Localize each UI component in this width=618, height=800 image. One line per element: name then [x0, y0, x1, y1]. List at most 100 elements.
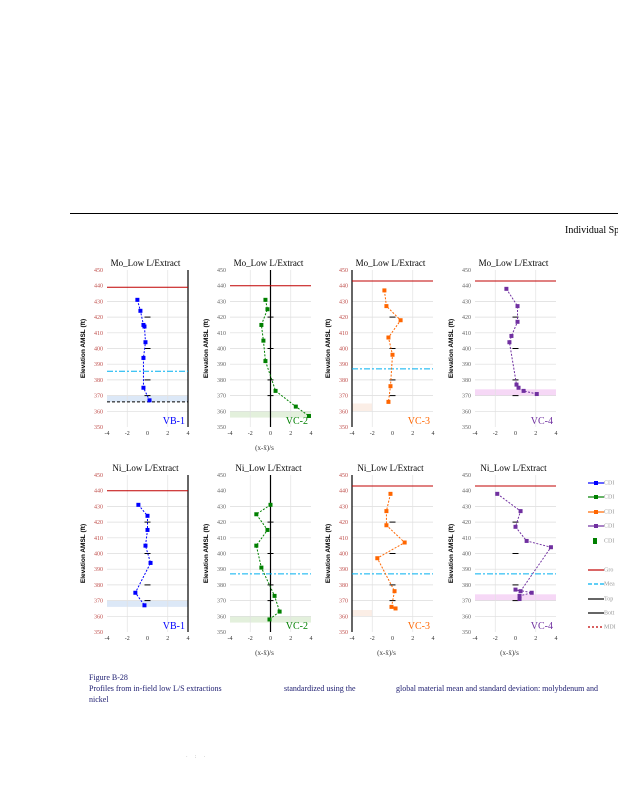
x-tick-label: 0: [514, 636, 517, 642]
y-tick-label: 420: [217, 520, 226, 526]
y-tick-label: 410: [94, 536, 103, 542]
y-tick-label: 430: [217, 504, 226, 510]
data-point: [521, 388, 526, 393]
y-tick-label: 400: [462, 552, 471, 558]
y-tick-label: 440: [339, 489, 348, 495]
y-tick-label: 430: [217, 299, 226, 305]
y-tick-label: 440: [462, 489, 471, 495]
chart-panel: 350 360 370 380 390 400 410 420 430 440 450 -4 -2 0 2 4…: [325, 463, 435, 657]
data-point: [254, 512, 259, 517]
y-tick-label: 450: [94, 473, 103, 479]
y-tick-label: 430: [339, 299, 348, 305]
y-axis-label: Elevation AMSL (ft): [203, 524, 210, 583]
legend-marker: [594, 481, 598, 485]
data-point: [259, 322, 264, 327]
data-point: [548, 545, 553, 550]
y-tick-label: 370: [462, 394, 471, 400]
legend-label: CDI: [604, 480, 615, 487]
y-tick-label: 430: [339, 504, 348, 510]
legend-label: Gro: [604, 567, 614, 574]
y-tick-label: 410: [217, 536, 226, 542]
y-axis-label: Elevation AMSL (ft): [203, 319, 210, 378]
data-point: [142, 324, 147, 329]
legend-label: CDI: [604, 494, 615, 501]
y-tick-label: 360: [339, 409, 348, 415]
legend-label: CDI: [604, 509, 615, 516]
y-tick-label: 390: [217, 362, 226, 368]
legend-entry: CDI: [588, 493, 614, 501]
y-tick-label: 350: [339, 630, 348, 636]
data-point: [273, 388, 278, 393]
y-tick-label: 360: [462, 409, 471, 415]
figure-number: Figure B-28: [89, 673, 128, 682]
y-tick-label: 350: [94, 425, 103, 431]
data-point: [138, 308, 143, 313]
data-point: [136, 502, 141, 507]
y-tick-label: 440: [217, 284, 226, 290]
y-tick-label: 390: [339, 362, 348, 368]
y-tick-label: 440: [217, 489, 226, 495]
x-axis-label: (x-x̄)/s: [255, 649, 274, 657]
x-tick-label: -4: [105, 636, 110, 642]
y-tick-label: 370: [339, 599, 348, 605]
x-tick-label: 4: [555, 431, 558, 437]
x-axis-label: (x-x̄)/s: [377, 649, 396, 657]
data-point: [133, 590, 138, 595]
x-tick-label: 0: [391, 636, 394, 642]
y-tick-label: 420: [462, 315, 471, 321]
page-header-title: Individual Sp: [565, 225, 618, 236]
data-point: [263, 297, 268, 302]
y-tick-label: 380: [339, 583, 348, 589]
data-point: [259, 565, 264, 570]
y-tick-label: 390: [217, 567, 226, 573]
legend-marker: [593, 538, 597, 544]
y-tick-label: 400: [339, 347, 348, 353]
series-line: [136, 299, 150, 401]
legend-label: Top: [604, 596, 614, 603]
y-tick-label: 440: [94, 284, 103, 290]
chart-title: Ni_Low L/Extract: [480, 463, 547, 473]
y-tick-label: 450: [94, 268, 103, 274]
x-tick-label: 2: [289, 431, 292, 437]
shaded-interval: [475, 389, 556, 396]
x-tick-label: -2: [125, 431, 130, 437]
data-point: [507, 340, 512, 345]
y-tick-label: 400: [94, 347, 103, 353]
y-tick-label: 350: [217, 425, 226, 431]
panel-label: VC-3: [408, 416, 430, 427]
legend-entry: MDI: [588, 623, 616, 631]
y-tick-label: 380: [94, 583, 103, 589]
x-tick-label: -2: [125, 636, 130, 642]
y-tick-label: 400: [217, 552, 226, 558]
data-point: [263, 359, 268, 364]
y-tick-label: 410: [462, 331, 471, 337]
x-tick-label: -4: [105, 431, 110, 437]
panel-label: VB-1: [163, 416, 185, 427]
data-point: [277, 609, 282, 614]
y-axis-label: Elevation AMSL (ft): [325, 319, 332, 378]
y-tick-label: 380: [462, 583, 471, 589]
chart-title: Ni_Low L/Extract: [235, 463, 302, 473]
legend-label: CDI: [604, 523, 615, 530]
x-tick-label: 2: [534, 431, 537, 437]
data-point: [514, 382, 519, 387]
legend-entry: CDI: [588, 522, 614, 530]
x-tick-label: -4: [350, 636, 355, 642]
y-axis-label: Elevation AMSL (ft): [80, 319, 87, 378]
x-tick-label: -2: [248, 636, 253, 642]
data-point: [389, 604, 394, 609]
y-tick-label: 370: [462, 599, 471, 605]
x-tick-label: -2: [248, 431, 253, 437]
legend-swatch: [588, 598, 604, 600]
y-tick-label: 360: [217, 409, 226, 415]
y-tick-label: 420: [217, 315, 226, 321]
data-point: [386, 335, 391, 340]
y-tick-label: 410: [94, 331, 103, 337]
y-tick-label: 360: [462, 614, 471, 620]
data-point: [524, 538, 529, 543]
data-point: [518, 509, 523, 514]
x-tick-label: -4: [228, 636, 233, 642]
y-tick-label: 450: [217, 268, 226, 274]
legend-entry: CDI: [588, 479, 614, 487]
x-tick-label: 4: [187, 636, 190, 642]
